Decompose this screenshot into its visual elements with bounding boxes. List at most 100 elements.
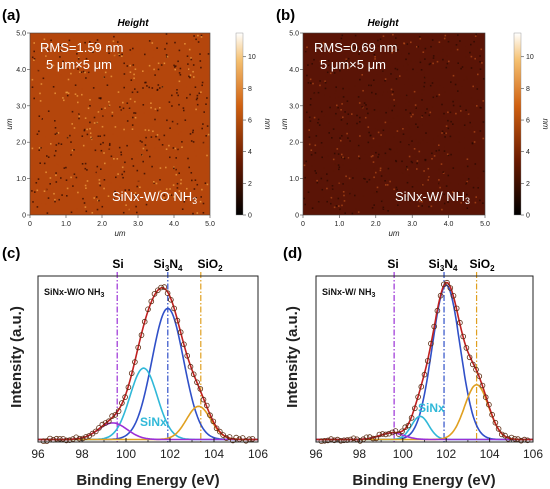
afm-speckle — [426, 183, 428, 185]
afm-speckle — [377, 128, 379, 131]
afm-speckle — [371, 91, 373, 94]
afm-speckle — [314, 178, 316, 181]
afm-speckle — [61, 147, 63, 150]
afm-speckle — [31, 86, 34, 88]
afm-speckle — [170, 102, 172, 105]
afm-speckle — [419, 142, 422, 144]
afm-speckle — [63, 99, 65, 102]
afm-speckle — [150, 196, 153, 199]
afm-speckle — [104, 187, 106, 189]
afm-speckle — [473, 141, 476, 143]
fit-envelope — [316, 281, 533, 441]
afm-speckle — [157, 84, 160, 86]
afm-speckle — [358, 199, 361, 201]
data-point — [184, 352, 191, 359]
afm-speckle — [53, 78, 56, 81]
afm-speckle — [168, 101, 171, 103]
afm-speckle — [48, 39, 50, 42]
afm-speckle — [419, 197, 422, 199]
afm-speckle — [110, 155, 113, 158]
afm-speckle — [420, 69, 423, 71]
data-point — [450, 292, 457, 299]
data-point — [102, 420, 109, 426]
data-point — [476, 373, 483, 380]
afm-speckle — [127, 56, 130, 58]
afm-speckle — [384, 174, 386, 176]
afm-speckle — [305, 37, 307, 40]
afm-speckle — [137, 209, 140, 212]
afm-speckle — [428, 51, 430, 54]
data-point — [204, 402, 210, 409]
afm-speckle — [432, 212, 435, 214]
afm-title: Height — [117, 18, 149, 29]
data-point — [177, 329, 184, 336]
afm-speckle — [441, 67, 443, 70]
afm-speckle — [448, 60, 450, 63]
afm-speckle — [174, 167, 176, 170]
afm-speckle — [427, 179, 429, 181]
afm-speckle — [45, 188, 47, 191]
afm-speckle — [30, 178, 33, 180]
afm-speckle — [439, 84, 441, 87]
afm-speckle — [410, 41, 412, 44]
afm-speckle — [40, 58, 43, 61]
xtick-label: 98 — [353, 447, 367, 461]
afm-speckle — [460, 67, 462, 70]
afm-speckle — [310, 98, 312, 100]
afm-speckle — [83, 97, 85, 100]
afm-speckle — [459, 105, 462, 108]
afm-speckle — [52, 96, 55, 98]
afm-speckle — [395, 186, 398, 189]
afm-speckle — [462, 174, 465, 176]
afm-speckle — [349, 140, 351, 142]
afm-speckle — [342, 87, 344, 90]
afm-speckle — [198, 126, 200, 128]
afm-speckle — [451, 194, 454, 196]
afm-speckle — [442, 50, 444, 53]
afm-speckle — [386, 59, 389, 61]
afm-speckle — [447, 201, 449, 203]
data-point — [518, 437, 524, 444]
afm-speckle — [148, 129, 150, 132]
afm-speckle — [187, 189, 190, 192]
afm-speckle — [330, 196, 333, 199]
afm-speckle — [134, 203, 136, 206]
afm-speckle — [87, 209, 89, 211]
afm-speckle — [181, 141, 183, 143]
afm-speckle — [88, 211, 90, 214]
afm-speckle — [102, 115, 104, 117]
afm-speckle — [414, 60, 417, 63]
afm-speckle — [424, 58, 426, 60]
afm-speckle — [97, 135, 100, 137]
afm-speckle — [101, 131, 103, 133]
afm-speckle — [424, 47, 427, 50]
afm-speckle — [402, 133, 405, 135]
data-point — [469, 361, 476, 368]
afm-speckle — [67, 78, 70, 81]
afm-ylabel: um — [280, 118, 289, 129]
xps-plot-content: 96 98 100 102 104 106 — [31, 272, 268, 461]
data-point — [437, 292, 444, 299]
afm-speckle — [148, 207, 151, 209]
afm-speckle — [477, 99, 479, 101]
afm-speckle — [154, 147, 156, 149]
afm-speckle — [333, 206, 336, 209]
afm-speckle — [380, 179, 382, 181]
afm-speckle — [167, 166, 169, 169]
afm-ytick-label: 4.0 — [289, 67, 299, 74]
afm-speckle — [433, 143, 435, 146]
data-point — [366, 434, 373, 440]
afm-speckle — [389, 148, 392, 151]
afm-speckle — [373, 204, 375, 206]
afm-speckle — [154, 48, 156, 51]
afm-speckle — [174, 68, 176, 71]
afm-speckle — [368, 131, 370, 134]
data-point — [200, 396, 207, 403]
afm-speckle — [395, 104, 397, 106]
afm-speckle — [312, 82, 314, 85]
afm-speckle — [51, 142, 54, 145]
afm-speckle — [169, 156, 171, 159]
afm-speckle — [321, 188, 324, 191]
afm-speckle — [371, 208, 373, 211]
afm-speckle — [364, 116, 367, 119]
